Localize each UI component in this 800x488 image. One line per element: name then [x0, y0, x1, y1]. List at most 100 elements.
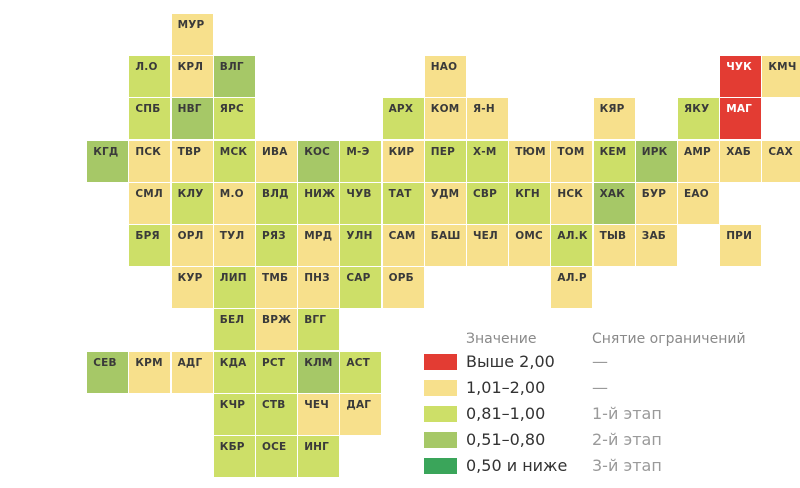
- legend-label: 0,51–0,80: [466, 430, 546, 449]
- region-tile: БАШ: [424, 225, 466, 266]
- region-tile: РСТ: [256, 351, 297, 393]
- region-tile: КЯР: [593, 98, 635, 140]
- region-tile: РЯЗ: [256, 225, 297, 266]
- region-tile: КРЛ: [171, 56, 213, 98]
- region-tile: УЛН: [340, 225, 382, 266]
- region-tile: КБР: [213, 436, 255, 477]
- region-tile: ТАТ: [382, 182, 424, 224]
- region-tile: ЕАО: [678, 182, 719, 224]
- region-tile: МРД: [298, 225, 340, 266]
- region-tile: ВЛД: [256, 182, 297, 224]
- region-tile: ХАК: [593, 182, 635, 224]
- region-tile: НИЖ: [298, 182, 340, 224]
- region-tile: ЯРС: [213, 98, 255, 140]
- region-tile: ОРЛ: [171, 225, 213, 266]
- region-tile: САМ: [382, 225, 424, 266]
- region-tile: КМЧ: [762, 56, 800, 98]
- legend-label: 0,50 и ниже: [466, 456, 568, 475]
- region-tile: ПЕР: [424, 140, 466, 182]
- legend-stage: 3-й этап: [592, 456, 662, 475]
- region-tile: ЧЕЧ: [298, 393, 340, 435]
- legend-value-header: Значение: [466, 331, 537, 347]
- region-tile: КИР: [382, 140, 424, 182]
- region-tile: НСК: [551, 182, 593, 224]
- region-tile: АСТ: [340, 351, 382, 393]
- region-tile: Х-М: [467, 140, 508, 182]
- legend-label: 0,81–1,00: [466, 404, 546, 423]
- region-tile: САР: [340, 267, 382, 309]
- region-tile: ТОМ: [551, 140, 593, 182]
- region-tile: СТВ: [256, 393, 297, 435]
- region-tile: ОРБ: [382, 267, 424, 309]
- region-tile: КУР: [171, 267, 213, 309]
- region-tile: САХ: [762, 140, 800, 182]
- region-tile: КЕМ: [593, 140, 635, 182]
- region-tile: НВГ: [171, 98, 213, 140]
- region-tile: ЗАБ: [635, 225, 677, 266]
- legend-stage-header: Снятие ограничений: [592, 331, 746, 347]
- region-tile: ПСК: [129, 140, 171, 182]
- region-tile: СВР: [467, 182, 508, 224]
- legend-stage: 2-й этап: [592, 430, 662, 449]
- region-tile: СМЛ: [129, 182, 171, 224]
- region-tile: НАО: [424, 56, 466, 98]
- region-tile: Л.О: [129, 56, 171, 98]
- region-tile: ХАБ: [720, 140, 762, 182]
- region-tile: КГД: [87, 140, 129, 182]
- region-tile: ВГГ: [298, 309, 340, 351]
- region-tile: БЕЛ: [213, 309, 255, 351]
- legend-stage: 1-й этап: [592, 404, 662, 423]
- legend-stage: —: [592, 378, 608, 397]
- region-tile: ТЫВ: [593, 225, 635, 266]
- region-tile: ЧУВ: [340, 182, 382, 224]
- region-tile: М.О: [213, 182, 255, 224]
- region-tile: АЛ.Р: [551, 267, 593, 309]
- region-tile: Я-Н: [467, 98, 508, 140]
- region-tile: ИНГ: [298, 436, 340, 477]
- region-tile: СПБ: [129, 98, 171, 140]
- region-tile: ВЛГ: [213, 56, 255, 98]
- region-tile: БУР: [635, 182, 677, 224]
- legend-swatch-mid-green: [424, 432, 457, 448]
- region-tile: ТУЛ: [213, 225, 255, 266]
- region-tile: КРМ: [129, 351, 171, 393]
- region-tile: М-Э: [340, 140, 382, 182]
- region-tile: ТМБ: [256, 267, 297, 309]
- region-tile: ЧУК: [720, 56, 762, 98]
- region-tile: ЧЕЛ: [467, 225, 508, 266]
- region-tile: КОС: [298, 140, 340, 182]
- legend-label: 1,01–2,00: [466, 378, 546, 397]
- region-tile: ОМС: [509, 225, 551, 266]
- region-tile: АДГ: [171, 351, 213, 393]
- region-tile: ЯКУ: [678, 98, 719, 140]
- region-tile: СЕВ: [87, 351, 129, 393]
- region-tile: БРЯ: [129, 225, 171, 266]
- region-tile: АЛ.К: [551, 225, 593, 266]
- region-tile: МСК: [213, 140, 255, 182]
- region-tile: АМР: [678, 140, 719, 182]
- legend-swatch-dark-green: [424, 458, 457, 474]
- region-tile: КГН: [509, 182, 551, 224]
- region-tile: ЛИП: [213, 267, 255, 309]
- legend-swatch-light-green: [424, 406, 457, 422]
- region-tile: ТВР: [171, 140, 213, 182]
- region-tile: МАГ: [720, 98, 762, 140]
- region-tile: ИВА: [256, 140, 297, 182]
- legend-swatch-yellow: [424, 380, 457, 396]
- region-tile: ТЮМ: [509, 140, 551, 182]
- region-tile: АРХ: [382, 98, 424, 140]
- region-tile: КОМ: [424, 98, 466, 140]
- region-tile: ОСЕ: [256, 436, 297, 477]
- region-tile: ДАГ: [340, 393, 382, 435]
- legend-label: Выше 2,00: [466, 352, 555, 371]
- region-tile: ИРК: [635, 140, 677, 182]
- region-tile: МУР: [171, 14, 213, 55]
- region-tile: КЧР: [213, 393, 255, 435]
- legend-swatch-red: [424, 354, 457, 370]
- legend-stage: —: [592, 352, 608, 371]
- region-tile: ПНЗ: [298, 267, 340, 309]
- region-tile: КДА: [213, 351, 255, 393]
- region-tile: ПРИ: [720, 225, 762, 266]
- region-tile: ВРЖ: [256, 309, 297, 351]
